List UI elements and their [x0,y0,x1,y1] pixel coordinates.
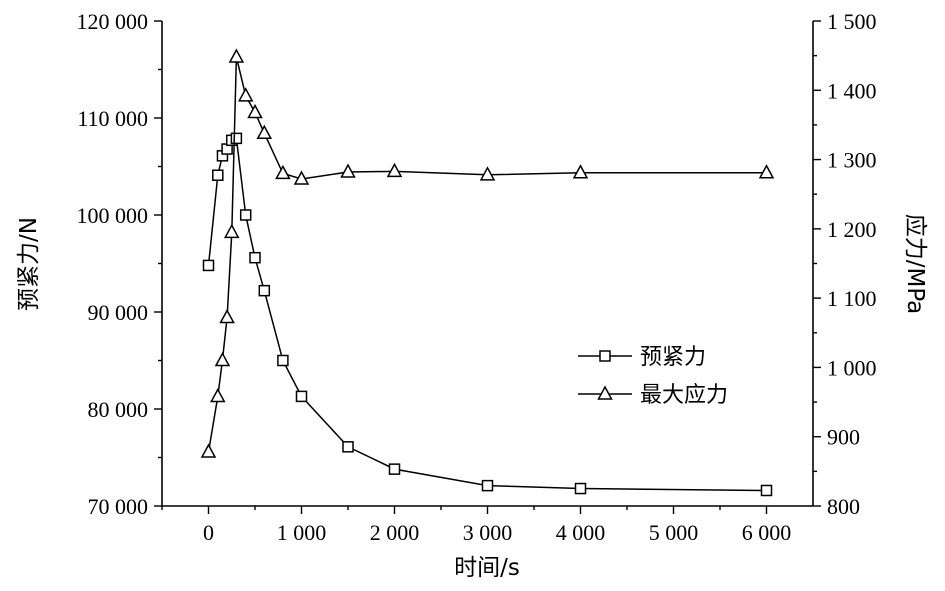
data-point [481,479,494,492]
y-left-tick-label: 80 000 [88,397,149,422]
legend-item: 预紧力 [578,345,706,370]
legend-label: 预紧力 [640,345,706,370]
data-point [275,164,291,180]
y-left-tick-label: 90 000 [88,300,149,325]
y-right-tick-label: 1 400 [827,78,877,103]
data-point [228,48,245,63]
y-right-tick-label: 1 000 [827,355,877,380]
x-axis-title: 时间/s [454,555,520,581]
data-point [212,169,224,181]
data-point [230,132,243,145]
y-axis-left-title: 预紧力/N [16,217,42,311]
legend-marker [597,385,613,400]
data-point [202,259,215,272]
y-right-tick-label: 1 300 [827,148,877,173]
data-point [479,166,496,181]
x-tick-label: 3 000 [463,520,513,545]
data-point [388,463,401,475]
y-right-tick-label: 900 [827,425,860,450]
x-axis: 0 1 000 2 000 3 000 4 000 5 000 6 000 [161,506,792,545]
data-point [237,87,254,102]
plot-frame [161,21,814,507]
series-line [207,56,767,453]
x-tick-label: 1 000 [277,520,327,545]
y-right-tick-label: 800 [827,494,860,519]
y-left-tick-label: 100 000 [77,203,149,228]
data-point [386,162,403,178]
y-left-tick-label: 110 000 [77,106,148,131]
data-point [247,103,263,119]
data-point [210,387,226,403]
y-left-tick-label: 70 000 [88,494,149,519]
y-left-tick-label: 120 000 [77,9,149,34]
x-tick-label: 4 000 [556,520,606,545]
y-right-tick-label: 1 500 [827,9,877,34]
data-point [760,484,773,497]
series-1 [202,132,773,497]
data-point [258,284,271,297]
y-axis-right-title: 应力/MPa [902,214,928,315]
data-point [572,164,589,179]
data-point [214,351,231,367]
y-right-tick-label: 1 200 [827,217,877,242]
x-tick-label: 6 000 [742,520,792,545]
y-right-tick-label: 1 100 [827,286,877,311]
y-axis-left: 70 000 80 000 90 000 100 000 110 000 120 000 [77,9,162,519]
data-point [239,209,252,221]
data-point [340,163,356,178]
series-line [207,137,767,492]
legend-item: 最大应力 [578,383,728,408]
data-point [223,223,240,239]
series-layer [200,48,775,497]
legend-label: 最大应力 [640,383,728,408]
data-point [219,308,235,324]
x-tick-label: 0 [203,520,214,545]
data-point [256,124,273,139]
data-point [758,164,775,179]
legend-marker [599,350,611,362]
data-point [277,354,289,367]
x-tick-label: 2 000 [370,520,420,545]
data-point [342,441,354,453]
series-2 [200,48,775,458]
data-point [574,482,587,495]
data-point [293,170,310,185]
data-point [249,251,261,264]
data-point [200,443,217,458]
x-tick-label: 5 000 [649,520,699,545]
y-axis-right: 800 900 1 000 1 100 1 200 1 300 1 400 1 500 [813,9,877,519]
data-point [295,390,308,403]
